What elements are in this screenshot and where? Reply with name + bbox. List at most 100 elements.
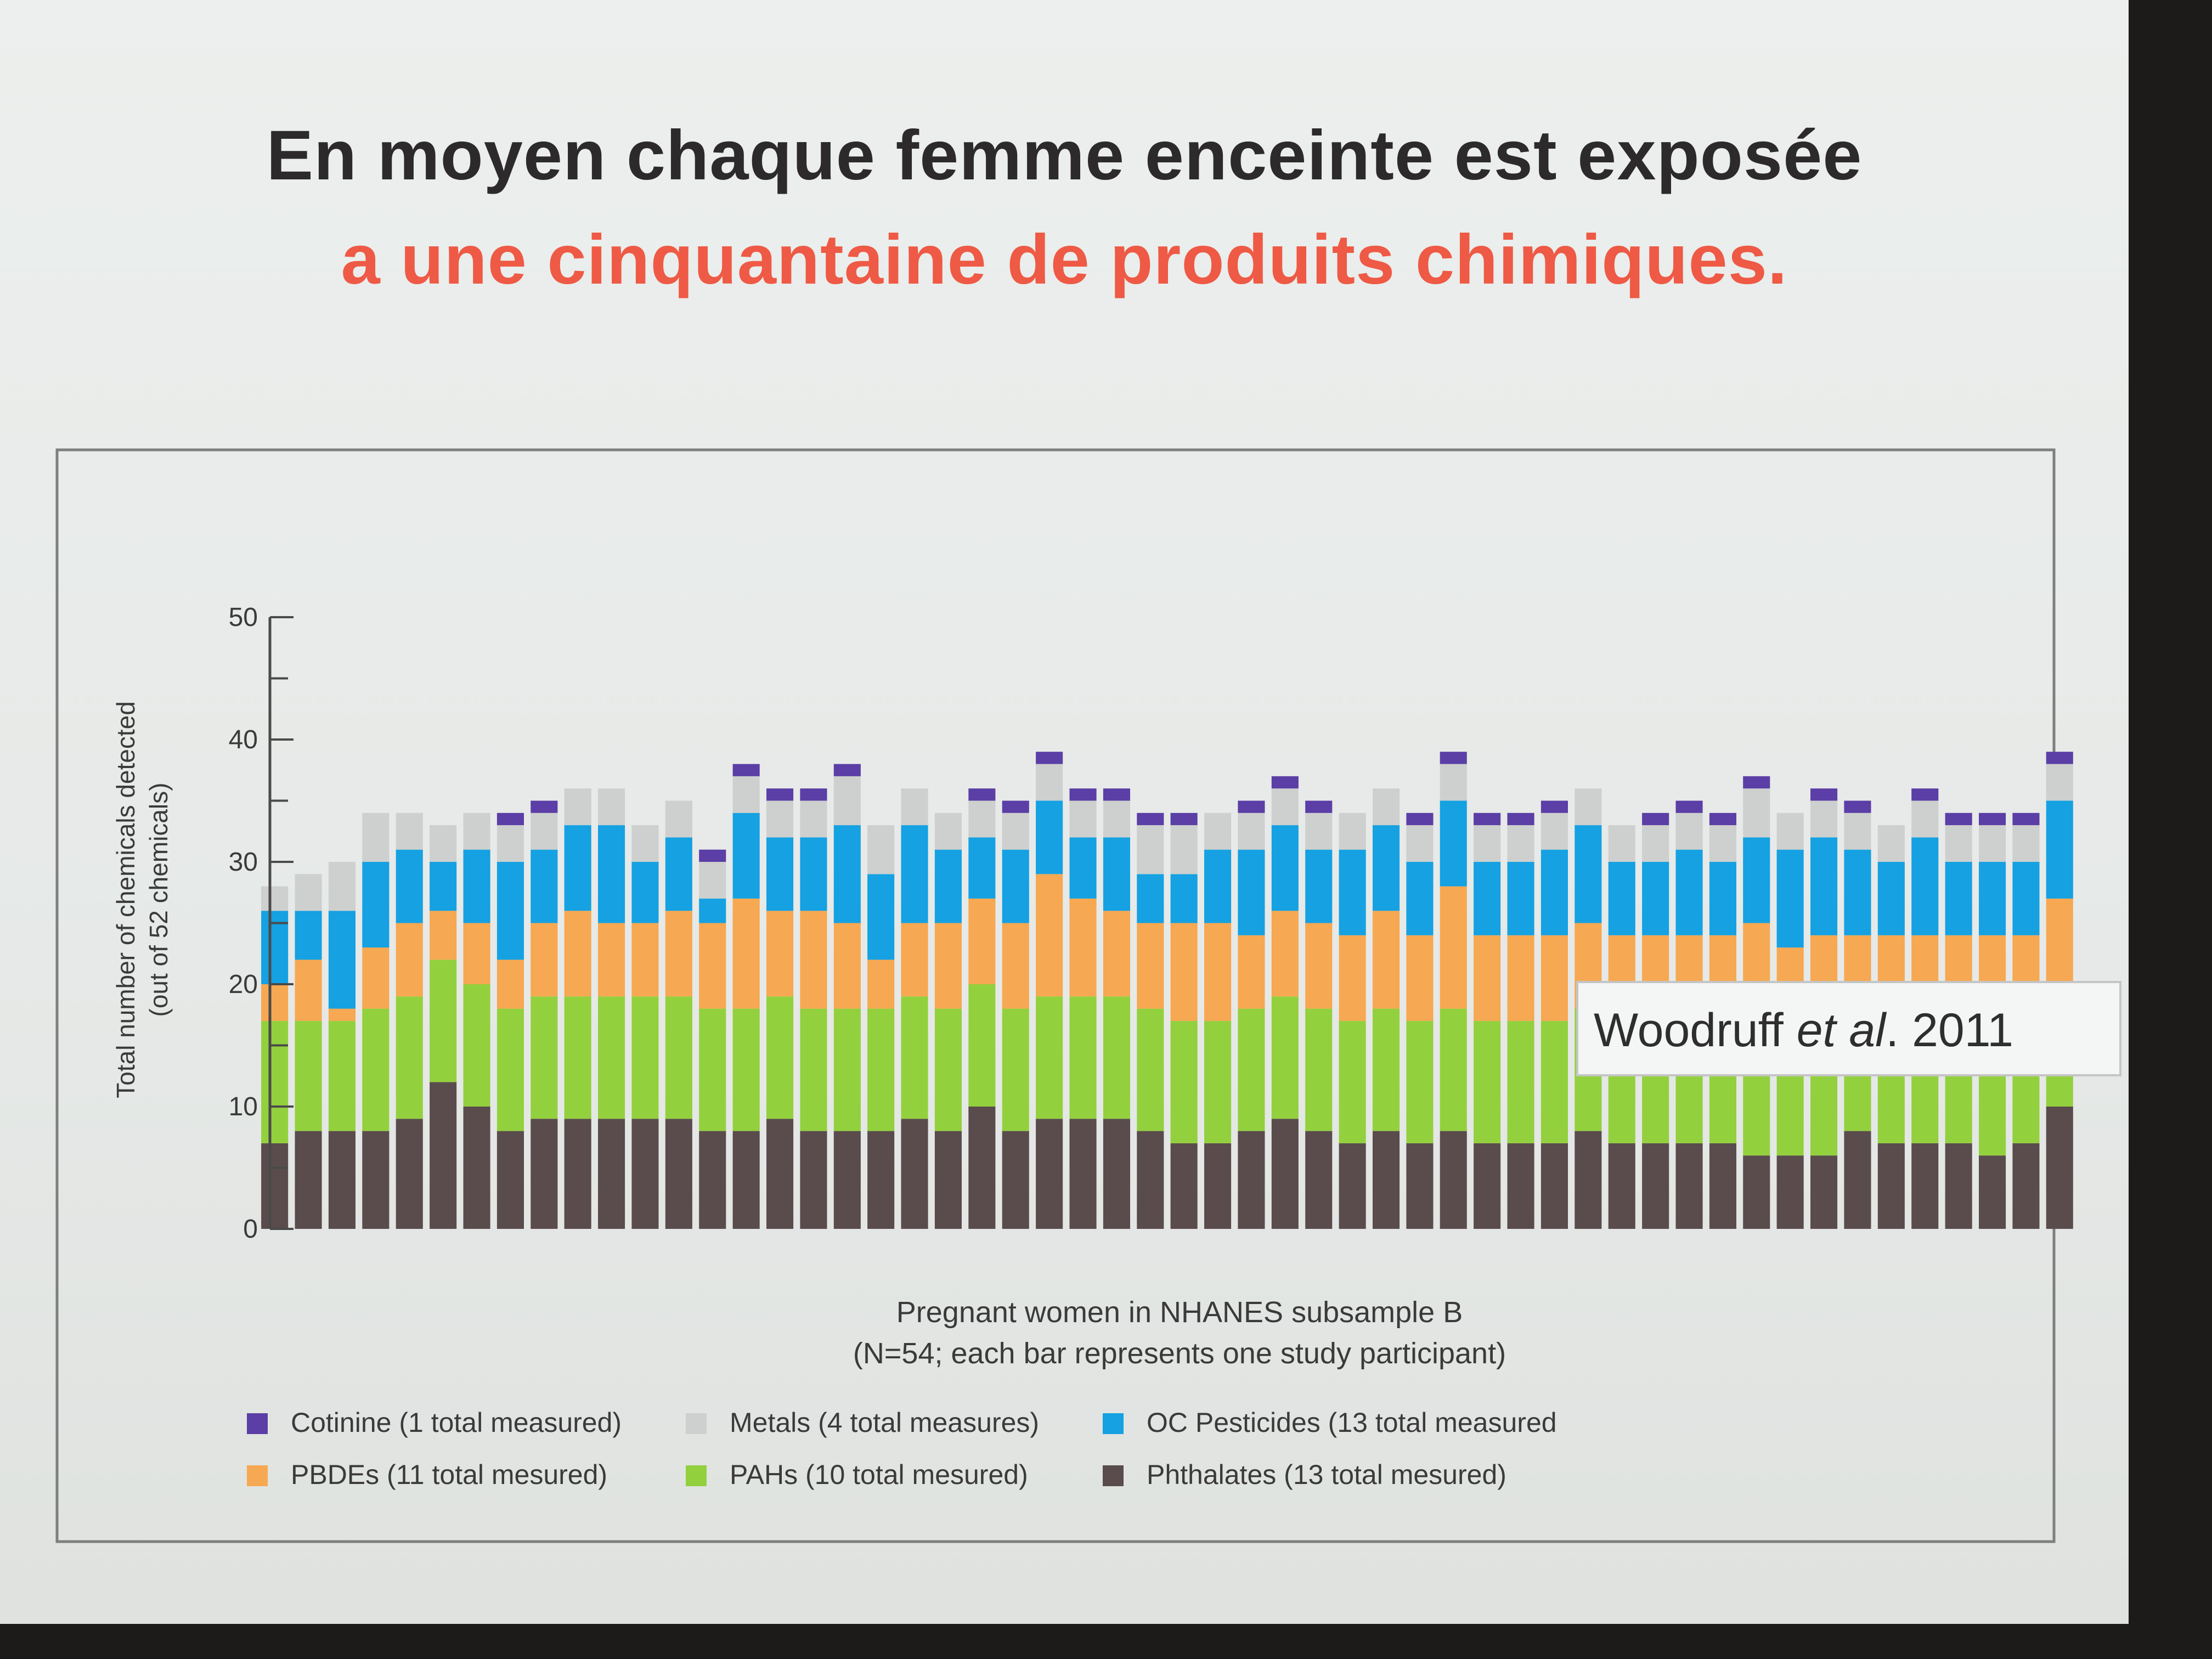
bar-segment-phthalates — [1608, 1143, 1635, 1229]
bar-segment-pbdes — [867, 960, 895, 1009]
bar-segment-metals — [901, 788, 928, 826]
bar-segment-oc-pesticides — [1541, 849, 1568, 935]
bar-segment-cotinine — [766, 788, 794, 801]
bar-segment-oc-pesticides — [1103, 837, 1130, 911]
bar-segment-oc-pesticides — [463, 849, 490, 923]
legend-label-pbdes: PBDEs (11 total mesured) — [291, 1459, 607, 1490]
bar-segment-phthalates — [800, 1131, 827, 1229]
bar-segment-metals — [1137, 825, 1164, 874]
bar-segment-phthalates — [1541, 1143, 1568, 1229]
bar-segment-oc-pesticides — [1507, 862, 1534, 935]
bar-segment-metals — [1103, 800, 1130, 838]
bar-segment-pahs — [766, 996, 794, 1119]
bar-segment-pbdes — [1069, 898, 1097, 997]
legend-label-pahs: PAHs (10 total mesured) — [730, 1459, 1028, 1490]
bar-segment-cotinine — [1271, 776, 1299, 789]
bar-segment-metals — [1709, 825, 1736, 862]
bar-segment-cotinine — [1440, 752, 1467, 764]
bar-segment-pbdes — [1238, 935, 1265, 1009]
citation-author: Woodruff — [1594, 1004, 1784, 1057]
bar-segment-cotinine — [1002, 800, 1029, 813]
bar-segment-pahs — [1238, 1008, 1265, 1131]
bar-segment-cotinine — [1170, 812, 1198, 826]
bar-segment-pahs — [1507, 1020, 1534, 1143]
y-tick-label: 0 — [243, 1215, 258, 1244]
bar-segment-metals — [665, 800, 692, 838]
bar-segment-cotinine — [1507, 812, 1534, 826]
bar-segment-phthalates — [1810, 1155, 1838, 1229]
bar-segment-oc-pesticides — [1204, 849, 1232, 923]
bar-segment-phthalates — [531, 1119, 558, 1229]
bar-segment-oc-pesticides — [1945, 862, 1972, 935]
bar-segment-cotinine — [732, 764, 760, 776]
bar-segment-oc-pesticides — [1069, 837, 1097, 899]
bar-segment-metals — [1979, 825, 2006, 862]
bar-segment-cotinine — [1945, 812, 1972, 826]
bar-segment-pahs — [1339, 1020, 1366, 1143]
bar-segment-oc-pesticides — [261, 911, 289, 984]
y-tick-label: 30 — [229, 848, 258, 877]
bar-segment-pahs — [631, 996, 659, 1119]
legend: Cotinine (1 total measured) Metals (4 tot… — [247, 1407, 1557, 1490]
bar-segment-oc-pesticides — [430, 862, 457, 911]
bar-segment-oc-pesticides — [362, 862, 390, 948]
bar-segment-pahs — [1204, 1020, 1232, 1143]
bar-segment-pbdes — [2046, 898, 2073, 984]
bar-segment-phthalates — [2012, 1143, 2040, 1229]
bar-segment-cotinine — [699, 849, 726, 862]
bar-segment-metals — [968, 800, 996, 838]
bar-segment-pbdes — [1507, 935, 1534, 1021]
bar-segment-pahs — [531, 996, 558, 1119]
bar-segment-metals — [732, 776, 760, 813]
bar-segment-pahs — [699, 1008, 726, 1131]
bar-segment-metals — [1440, 764, 1467, 801]
bar-segment-pahs — [430, 960, 457, 1082]
bar-segment-pbdes — [1541, 935, 1568, 1021]
bar-segment-oc-pesticides — [1844, 849, 1871, 935]
bar-segment-pahs — [901, 996, 928, 1119]
bar-segment-phthalates — [699, 1131, 726, 1229]
bar-segment-oc-pesticides — [934, 849, 962, 923]
bar-segment-phthalates — [430, 1082, 457, 1229]
bar-segment-phthalates — [1776, 1155, 1804, 1229]
bar-segment-oc-pesticides — [833, 825, 861, 923]
bar-segment-phthalates — [1170, 1143, 1198, 1229]
bar-segment-phthalates — [631, 1119, 659, 1229]
bar-segment-metals — [1507, 825, 1534, 862]
bar-segment-metals — [1743, 788, 1770, 838]
legend-swatch-phthalates — [1103, 1465, 1124, 1486]
bar-segment-oc-pesticides — [1036, 800, 1063, 874]
bar-segment-pbdes — [631, 923, 659, 997]
bar-segment-phthalates — [295, 1131, 322, 1229]
bar-segment-pbdes — [1137, 923, 1164, 1009]
bar-segment-pahs — [665, 996, 692, 1119]
bar-segment-phthalates — [1743, 1155, 1770, 1229]
bar-segment-metals — [1204, 812, 1232, 850]
bar-segment-oc-pesticides — [1373, 825, 1400, 911]
bar-segment-metals — [699, 862, 726, 899]
bar-segment-oc-pesticides — [800, 837, 827, 911]
bar-segment-pbdes — [1339, 935, 1366, 1021]
bar-segment-pahs — [1440, 1008, 1467, 1131]
bar-segment-oc-pesticides — [1137, 874, 1164, 923]
bar-segment-metals — [1373, 788, 1400, 826]
bar-segment-pahs — [598, 996, 625, 1119]
bar-segment-oc-pesticides — [1911, 837, 1939, 935]
bar-segment-metals — [1877, 825, 1905, 862]
bar-segment-cotinine — [1911, 788, 1939, 801]
bar-segment-oc-pesticides — [732, 812, 760, 899]
legend-label-cotinine: Cotinine (1 total measured) — [291, 1407, 622, 1438]
bar-segment-cotinine — [968, 788, 996, 801]
bar-segment-pahs — [867, 1008, 895, 1131]
bar-segment-phthalates — [867, 1131, 895, 1229]
bar-segment-metals — [833, 776, 861, 826]
bar-segment-phthalates — [833, 1131, 861, 1229]
bar-segment-oc-pesticides — [1810, 837, 1838, 935]
bar-segment-oc-pesticides — [295, 911, 322, 960]
bar-segment-phthalates — [362, 1131, 390, 1229]
bar-segment-pbdes — [564, 911, 591, 997]
bar-segment-cotinine — [1137, 812, 1164, 826]
bar-segment-pbdes — [396, 923, 423, 997]
bar-segment-pahs — [1406, 1020, 1434, 1143]
bar-segment-metals — [1170, 825, 1198, 874]
